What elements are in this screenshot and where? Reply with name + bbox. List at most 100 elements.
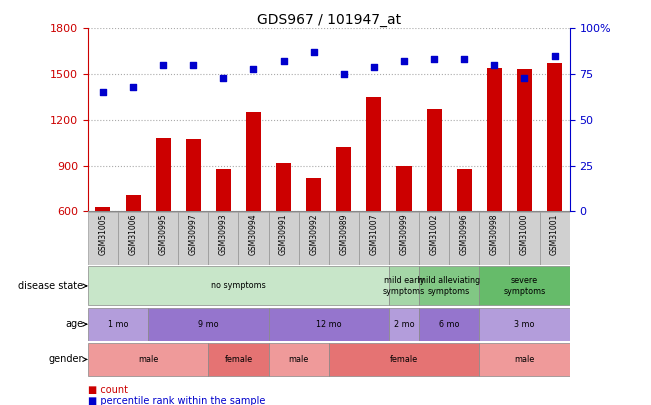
- Bar: [540, 212, 570, 265]
- Bar: [479, 308, 570, 341]
- Bar: [269, 343, 329, 376]
- Text: male: male: [288, 355, 309, 364]
- Point: [339, 71, 349, 77]
- Bar: [479, 212, 510, 265]
- Text: 1 mo: 1 mo: [108, 320, 128, 329]
- Bar: [337, 147, 352, 211]
- Text: 12 mo: 12 mo: [316, 320, 342, 329]
- Point: [368, 64, 379, 70]
- Bar: [359, 212, 389, 265]
- Text: gender: gender: [49, 354, 87, 364]
- Text: female: female: [390, 355, 418, 364]
- Text: age: age: [65, 319, 87, 329]
- Bar: [299, 212, 329, 265]
- Text: male: male: [514, 355, 534, 364]
- Bar: [547, 64, 562, 211]
- Bar: [426, 109, 441, 211]
- Bar: [276, 162, 291, 211]
- Bar: [269, 212, 299, 265]
- Bar: [156, 138, 171, 211]
- Text: male: male: [138, 355, 158, 364]
- Bar: [96, 207, 111, 211]
- Bar: [88, 212, 118, 265]
- Text: 9 mo: 9 mo: [198, 320, 219, 329]
- Bar: [269, 308, 389, 341]
- Point: [248, 65, 258, 72]
- Text: ■ percentile rank within the sample: ■ percentile rank within the sample: [88, 396, 265, 405]
- Bar: [178, 212, 208, 265]
- Point: [309, 49, 319, 55]
- Bar: [389, 266, 419, 305]
- Text: GSM30991: GSM30991: [279, 214, 288, 255]
- Text: 6 mo: 6 mo: [439, 320, 460, 329]
- Text: no symptoms: no symptoms: [211, 281, 266, 290]
- Text: GSM31005: GSM31005: [98, 214, 107, 255]
- Bar: [389, 212, 419, 265]
- Bar: [419, 308, 479, 341]
- Text: disease state: disease state: [18, 281, 87, 291]
- Bar: [510, 212, 540, 265]
- Bar: [208, 212, 238, 265]
- Bar: [238, 212, 269, 265]
- Text: 2 mo: 2 mo: [394, 320, 414, 329]
- Text: mild alleviating
symptoms: mild alleviating symptoms: [418, 276, 480, 296]
- Bar: [329, 212, 359, 265]
- Bar: [88, 266, 389, 305]
- Text: GSM30998: GSM30998: [490, 214, 499, 255]
- Point: [429, 56, 439, 63]
- Text: GSM31006: GSM31006: [128, 214, 137, 255]
- Bar: [389, 308, 419, 341]
- Text: GSM30993: GSM30993: [219, 214, 228, 256]
- Bar: [449, 212, 479, 265]
- Point: [188, 62, 199, 68]
- Bar: [126, 195, 141, 211]
- Bar: [186, 139, 201, 211]
- Text: GSM31007: GSM31007: [369, 214, 378, 255]
- Bar: [88, 343, 208, 376]
- Point: [279, 58, 289, 64]
- Bar: [216, 169, 231, 211]
- Text: GSM30995: GSM30995: [159, 214, 168, 256]
- Point: [549, 53, 560, 59]
- Bar: [517, 69, 532, 211]
- Text: GSM31001: GSM31001: [550, 214, 559, 255]
- Bar: [208, 343, 269, 376]
- Bar: [419, 212, 449, 265]
- Bar: [88, 308, 148, 341]
- Point: [519, 75, 530, 81]
- Bar: [487, 68, 502, 211]
- Bar: [306, 178, 321, 211]
- Point: [489, 62, 499, 68]
- Text: GSM30994: GSM30994: [249, 214, 258, 256]
- Bar: [479, 266, 570, 305]
- Point: [98, 89, 108, 96]
- Bar: [246, 112, 261, 211]
- Bar: [479, 343, 570, 376]
- Bar: [367, 97, 381, 211]
- Text: GSM30992: GSM30992: [309, 214, 318, 255]
- Text: mild early
symptoms: mild early symptoms: [383, 276, 425, 296]
- Bar: [396, 166, 411, 211]
- Text: GSM31000: GSM31000: [520, 214, 529, 255]
- Title: GDS967 / 101947_at: GDS967 / 101947_at: [256, 13, 401, 27]
- Point: [218, 75, 229, 81]
- Text: GSM30999: GSM30999: [400, 214, 409, 256]
- Point: [158, 62, 169, 68]
- Point: [399, 58, 409, 64]
- Bar: [118, 212, 148, 265]
- Text: GSM31002: GSM31002: [430, 214, 439, 255]
- Text: GSM30989: GSM30989: [339, 214, 348, 255]
- Text: ■ count: ■ count: [88, 385, 128, 394]
- Text: severe
symptoms: severe symptoms: [503, 276, 546, 296]
- Text: GSM30997: GSM30997: [189, 214, 198, 256]
- Text: 3 mo: 3 mo: [514, 320, 534, 329]
- Bar: [419, 266, 479, 305]
- Bar: [329, 343, 479, 376]
- Point: [128, 84, 138, 90]
- Bar: [457, 169, 472, 211]
- Text: GSM30996: GSM30996: [460, 214, 469, 256]
- Bar: [148, 212, 178, 265]
- Bar: [148, 308, 269, 341]
- Text: female: female: [225, 355, 253, 364]
- Point: [459, 56, 469, 63]
